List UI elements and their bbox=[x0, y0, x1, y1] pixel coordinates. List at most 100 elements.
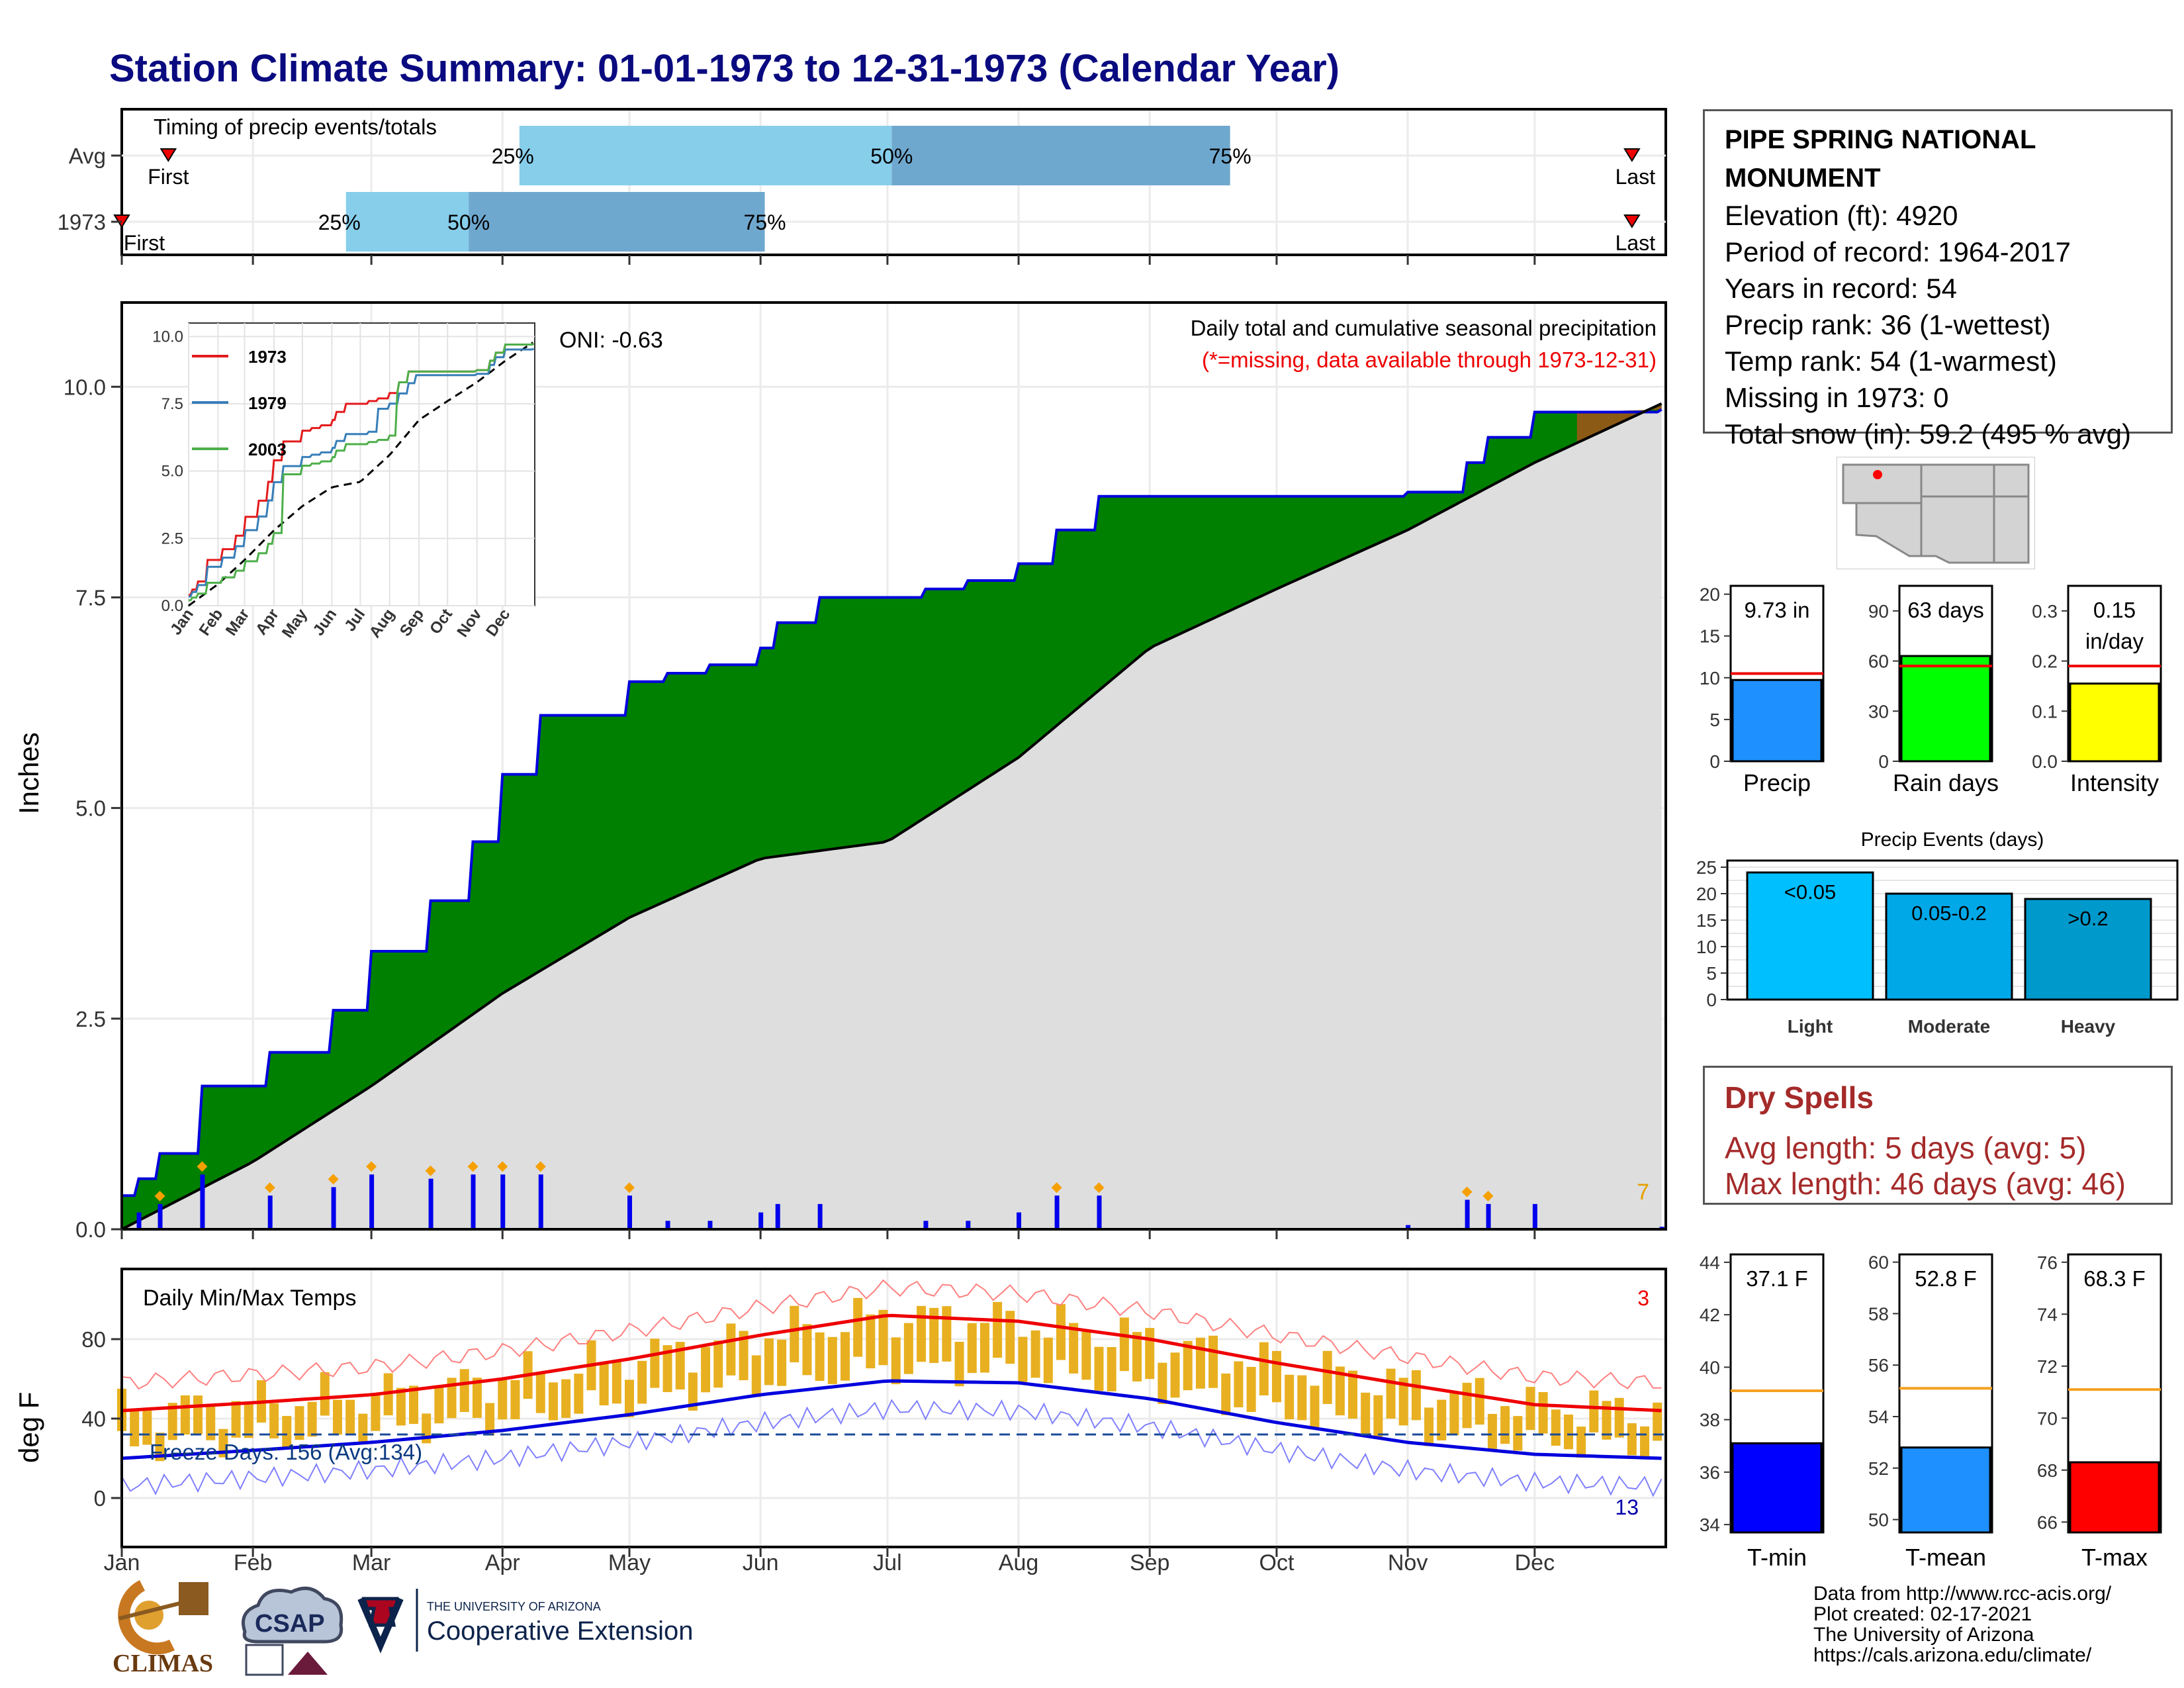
logos: CLIMAS CSAP THE UNIVERSITY OF ARIZONA Co… bbox=[113, 1579, 693, 1677]
inset-x-tick-label: May bbox=[279, 605, 311, 641]
first-event-marker bbox=[159, 148, 177, 162]
daily-temp-range-bar bbox=[307, 1401, 317, 1437]
station-temp-rank: Temp rank: 54 (1-warmest) bbox=[1725, 346, 2057, 377]
deficit-area bbox=[1576, 403, 1662, 444]
summary-y-tick-label: 54 bbox=[1868, 1407, 1889, 1427]
daily-temp-range-bar bbox=[1437, 1399, 1447, 1440]
daily-temp-range-bar bbox=[1271, 1350, 1281, 1403]
daily-temp-range-bar bbox=[675, 1342, 685, 1390]
daily-temp-range-bar bbox=[1348, 1370, 1358, 1419]
daily-temp-range-bar bbox=[1005, 1311, 1015, 1364]
month-label: Feb bbox=[234, 1550, 273, 1575]
daily-precip-bar bbox=[707, 1221, 713, 1229]
first-event-label: First bbox=[124, 231, 165, 255]
daily-temp-range-bar bbox=[231, 1401, 241, 1438]
snow-marker bbox=[154, 1190, 165, 1201]
inset-x-tick-label: Dec bbox=[482, 606, 514, 640]
summary-y-tick-label: 0 bbox=[1709, 751, 1720, 772]
summary-y-tick-label: 44 bbox=[1700, 1252, 1720, 1273]
summary-value-unit: in/day bbox=[2085, 629, 2144, 653]
summary-y-tick-label: 0.3 bbox=[2032, 601, 2058, 622]
daily-temp-range-bar bbox=[180, 1395, 190, 1435]
daily-temp-range-bar bbox=[1297, 1375, 1307, 1421]
timing-box-50-75 bbox=[469, 192, 765, 252]
temperature-summary-bars: 34 36 38 40 42 44 37.1 F T-min 50 52 54 56 58 60 52.8 … bbox=[1700, 1252, 2162, 1571]
events-y-tick-label: 10 bbox=[1696, 937, 1717, 957]
precip-y-tick-label: 10.0 bbox=[64, 375, 106, 399]
snow-marker bbox=[497, 1161, 508, 1172]
daily-precip-bar bbox=[627, 1196, 633, 1229]
inset-x-tick-label: Jun bbox=[310, 606, 341, 639]
daily-temp-range-bar bbox=[637, 1360, 647, 1404]
last-event-marker bbox=[1623, 214, 1641, 228]
precip-event-bar bbox=[2024, 898, 2152, 1001]
daily-precip-bar bbox=[1532, 1203, 1537, 1229]
month-label: Sep bbox=[1130, 1550, 1170, 1575]
daily-temp-range-bar bbox=[1259, 1342, 1269, 1395]
daily-temp-range-bar bbox=[1145, 1328, 1155, 1380]
daily-temp-range-bar bbox=[1195, 1337, 1205, 1389]
precip-event-category: Heavy bbox=[2061, 1016, 2116, 1037]
inset-x-tick-label: Mar bbox=[222, 606, 253, 639]
precip-event-category: Light bbox=[1788, 1016, 1833, 1037]
daily-precip-bar bbox=[1406, 1225, 1411, 1229]
daily-precip-bar bbox=[1054, 1196, 1060, 1229]
precip-panel: 0.0 2.5 5.0 7.5 10.0 Daily total and cumulat… bbox=[64, 301, 1667, 1242]
inset-legend-label: 1973 bbox=[248, 347, 287, 367]
precip-y-tick-label: 2.5 bbox=[75, 1007, 106, 1031]
snow-marker bbox=[467, 1161, 478, 1172]
summary-y-tick-label: 10 bbox=[1700, 668, 1720, 688]
daily-precip-bar bbox=[966, 1221, 971, 1229]
daily-temp-range-bar bbox=[206, 1404, 216, 1440]
inset-legend-label: 1979 bbox=[248, 393, 287, 413]
daily-precip-bar bbox=[500, 1174, 506, 1229]
daily-temp-range-bar bbox=[840, 1332, 850, 1381]
summary-bar bbox=[2069, 1461, 2160, 1534]
daily-temp-range-bar bbox=[764, 1338, 774, 1385]
summary-y-tick-label: 66 bbox=[2037, 1512, 2058, 1532]
inset-legend-label: 2003 bbox=[248, 440, 287, 459]
daily-precip-bar bbox=[1486, 1203, 1491, 1229]
precip-event-bar bbox=[1746, 871, 1874, 1001]
daily-temp-range-bar bbox=[1640, 1426, 1650, 1458]
summary-bar-name: Intensity bbox=[2070, 769, 2159, 796]
daily-temp-range-bar bbox=[130, 1411, 140, 1446]
inset-y-tick-label: 0.0 bbox=[161, 597, 183, 615]
summary-bar bbox=[1900, 655, 1991, 763]
timing-panel: 25% 50% 75% First Last Avg 25% 50% 75% First Last 1… bbox=[58, 108, 1667, 265]
summary-bar bbox=[1900, 1446, 1991, 1534]
daily-temp-range-bar bbox=[1310, 1385, 1320, 1429]
summary-y-tick-label: 20 bbox=[1700, 585, 1720, 605]
dry-spells-box: Dry Spells Avg length: 5 days (avg: 5) M… bbox=[1703, 1066, 2173, 1205]
daily-precip-bar bbox=[136, 1212, 142, 1229]
station-period: Period of record: 1964-2017 bbox=[1725, 236, 2071, 267]
daily-temp-range-bar bbox=[917, 1305, 927, 1362]
daily-temp-range-bar bbox=[1030, 1330, 1040, 1378]
daily-temp-range-bar bbox=[244, 1401, 253, 1438]
daily-temp-range-bar bbox=[320, 1372, 330, 1416]
daily-temp-range-bar bbox=[155, 1432, 165, 1462]
daily-temp-range-bar bbox=[345, 1399, 355, 1434]
missing-count: 7 bbox=[1637, 1180, 1649, 1205]
summary-y-tick-label: 38 bbox=[1700, 1410, 1720, 1430]
daily-temp-range-bar bbox=[1018, 1336, 1028, 1382]
daily-precip-bar bbox=[775, 1203, 780, 1229]
summary-y-tick-label: 0.1 bbox=[2032, 701, 2058, 722]
daily-temp-range-bar bbox=[1386, 1368, 1396, 1419]
inset-series-line bbox=[189, 342, 535, 602]
daily-temp-range-bar bbox=[167, 1403, 177, 1440]
dry-spells-title: Dry Spells bbox=[1725, 1080, 1874, 1115]
precip-event-label: >0.2 bbox=[2068, 907, 2108, 930]
daily-temp-range-bar bbox=[1614, 1397, 1624, 1438]
oni-value: ONI: -0.63 bbox=[559, 328, 663, 353]
timing-p25-label: 25% bbox=[318, 211, 361, 234]
daily-temp-range-bar bbox=[459, 1369, 469, 1413]
summary-y-tick-label: 72 bbox=[2037, 1356, 2058, 1377]
daily-temp-range-bar bbox=[726, 1323, 736, 1376]
summary-bar-name: Precip bbox=[1743, 769, 1811, 796]
daily-temp-range-bar bbox=[790, 1305, 799, 1362]
summary-bar-name: T-min bbox=[1747, 1544, 1807, 1571]
daily-temp-range-bar bbox=[979, 1323, 989, 1373]
footer-url: https://cals.arizona.edu/climate/ bbox=[1813, 1644, 2092, 1666]
daily-precip-bar bbox=[1465, 1199, 1470, 1229]
